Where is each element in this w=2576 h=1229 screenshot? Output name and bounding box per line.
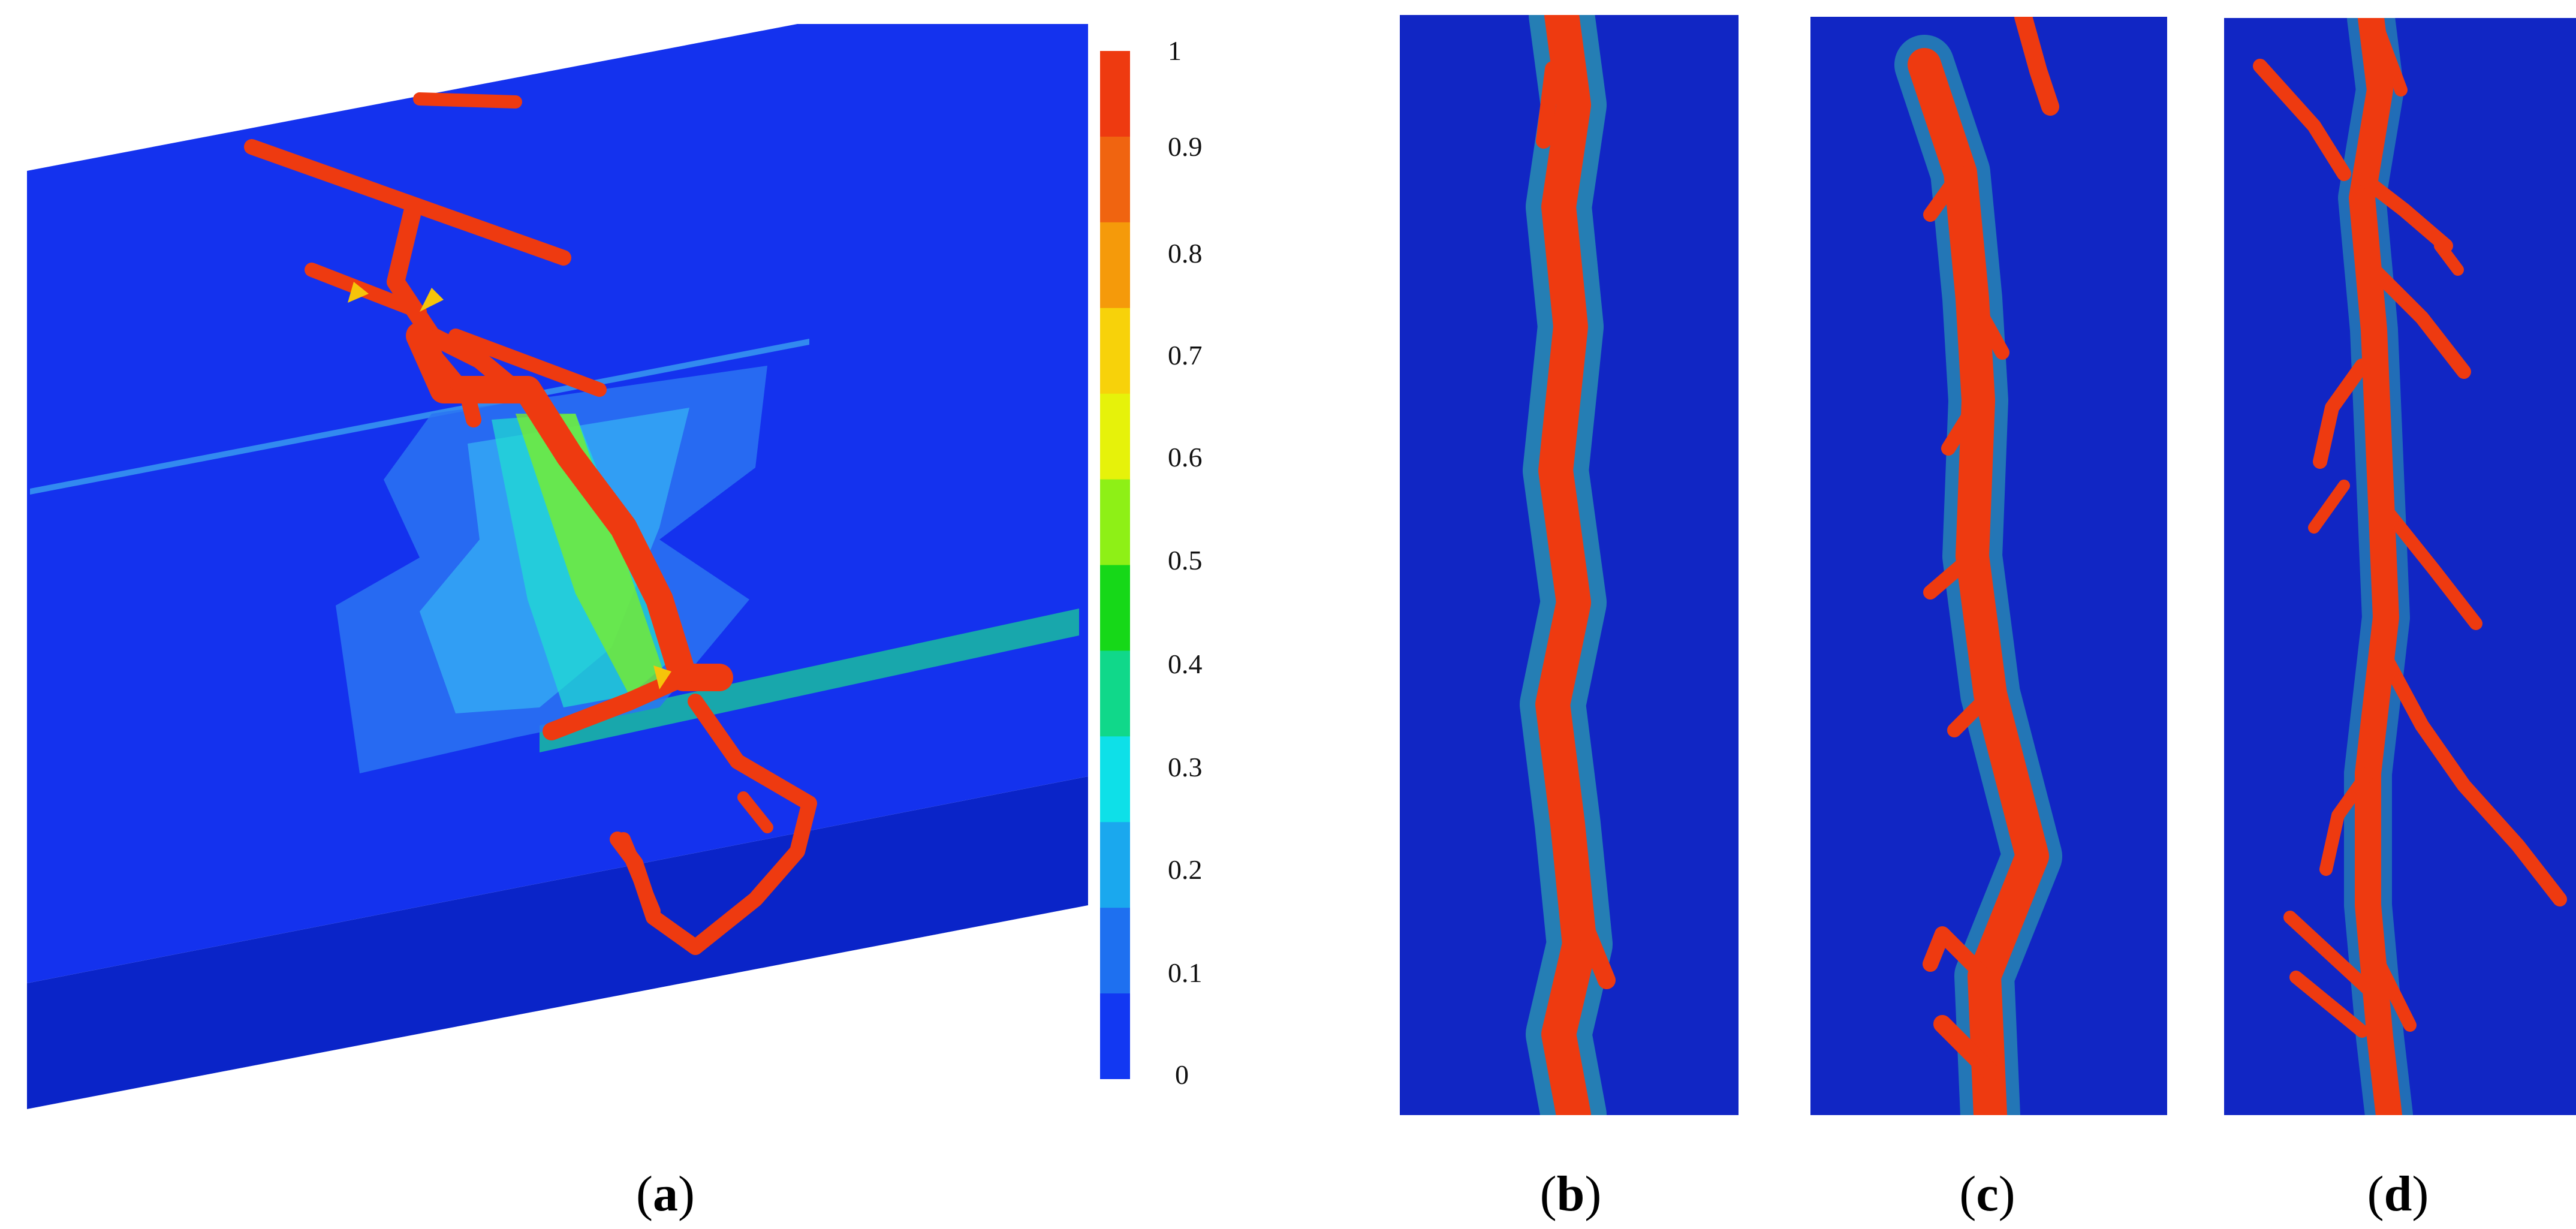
colorbar-band: [1100, 822, 1130, 909]
panel-c-crack-map: [1810, 17, 2167, 1115]
panel-a-3d-plate: [27, 24, 1088, 1109]
colorbar-band: [1100, 51, 1130, 137]
colorbar-band: [1100, 479, 1130, 566]
colorbar-tick-0.6: 0.6: [1168, 442, 1203, 472]
colorbar-band: [1100, 650, 1130, 737]
colorbar-tick-0.5: 0.5: [1168, 545, 1203, 576]
panel-d-figure: [2224, 18, 2576, 1115]
colorbar-tick-0.4: 0.4: [1168, 649, 1203, 679]
panel-a-figure: [0, 0, 1103, 1127]
colorbar-tick-0.7: 0.7: [1168, 340, 1203, 370]
colorbar-band: [1100, 136, 1130, 223]
colorbar-gradient: [1100, 51, 1130, 1079]
panel-c-figure: [1810, 17, 2167, 1115]
colorbar-tick-1: 1: [1168, 35, 1182, 66]
panel-c-caption: (c): [1959, 1166, 2015, 1222]
colorbar-tick-0.2: 0.2: [1168, 854, 1203, 885]
colorbar-tick-0.9: 0.9: [1168, 131, 1203, 162]
panel-d-label: d: [2384, 1166, 2412, 1222]
panel-d-crack-map: [2224, 18, 2576, 1115]
panel-c-label: c: [1976, 1166, 1999, 1222]
colorbar-band: [1100, 222, 1130, 309]
panel-a-caption: (a): [636, 1166, 695, 1222]
panel-d-caption: (d): [2367, 1166, 2429, 1222]
colorbar-tick-0.8: 0.8: [1168, 238, 1203, 269]
colorbar-band: [1100, 993, 1130, 1079]
panel-b-figure: [1400, 15, 1739, 1115]
colorbar-band: [1100, 393, 1130, 480]
panel-b-label: b: [1556, 1166, 1585, 1222]
colorbar-band: [1100, 565, 1130, 652]
colorbar: [1100, 51, 1130, 1079]
colorbar-band: [1100, 308, 1130, 394]
panel-a-label: a: [653, 1166, 678, 1222]
colorbar-tick-0.3: 0.3: [1168, 752, 1203, 782]
panel-b-crack-map: [1400, 15, 1739, 1115]
colorbar-tick-0: 0: [1175, 1059, 1189, 1090]
colorbar-tick-0.1: 0.1: [1168, 957, 1203, 988]
colorbar-band: [1100, 736, 1130, 823]
colorbar-band: [1100, 908, 1130, 995]
panel-b-caption: (b): [1539, 1166, 1602, 1222]
